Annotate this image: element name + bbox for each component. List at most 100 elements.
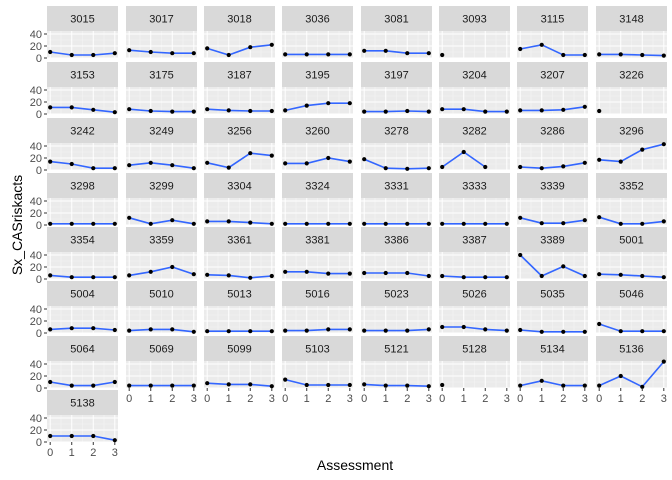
facet-strip [361,173,432,198]
data-point [269,221,274,226]
facet-label: 5013 [227,289,251,301]
x-axis-title: Assessment [317,457,393,473]
facet-panel: 5128 [439,336,510,389]
facet-label: 3187 [227,70,251,82]
facet-label: 3175 [149,70,173,82]
series-line [442,275,507,279]
data-point [362,221,367,226]
facet-panel: 5099 [204,336,275,389]
facet-label: 3018 [227,14,251,26]
y-tick-label: 0 [36,437,42,449]
x-tick-label: 1 [383,393,389,405]
facet-panel: 3036 [282,6,353,59]
x-axis-ticks: 0 1 2 3 0 1 2 3 0 1 2 3 0 1 2 3 0 1 2 3 0 1 2 3 0 1 2 30 1 2 3 [47,388,667,459]
data-point [440,221,445,226]
facet-label: 3333 [462,181,486,193]
data-point [582,383,587,388]
y-tick-label: 40 [30,85,42,97]
facet-panel: 3081 [361,6,432,59]
data-point [269,273,274,279]
data-point [661,275,666,280]
data-point [170,51,175,56]
y-tick-label: 40 [30,359,42,371]
facet-label: 3093 [462,14,486,26]
series-line [50,51,115,56]
facet-panel: 3387 [439,227,510,280]
data-point [618,272,623,277]
data-point [269,329,274,334]
facet-label: 3081 [384,14,408,26]
data-point [148,383,153,388]
data-point [582,160,587,165]
series-line [285,328,350,332]
facet-strip [47,390,118,415]
series-line [364,383,429,387]
data-point [383,109,388,114]
facet-label: 5103 [305,344,329,356]
data-point [170,383,175,388]
series-line [129,266,195,277]
facet-label: 3331 [384,181,408,193]
data-point [48,159,53,164]
facet-strip [47,6,118,31]
data-point [383,270,388,276]
data-point [539,42,544,47]
facet-panel: 3286 [517,118,588,171]
facet-label: 3324 [305,181,329,193]
data-point [226,382,231,387]
y-tick-label: 0 [36,328,42,340]
facet-strip [282,62,353,87]
facet-panel: 3204 [439,62,510,115]
facet-strip [47,62,118,87]
facet-strip [282,281,353,306]
data-point [148,269,153,274]
facet-strip [439,227,510,252]
facet-panel: 3187 [204,62,275,115]
data-point [582,104,587,109]
data-point [112,51,117,56]
data-point [269,108,274,114]
data-point [405,51,410,56]
facet-strip [596,227,667,252]
x-tick-label: 0 [126,393,132,405]
facet-label: 5010 [149,289,173,301]
facet-panel: 3278 [361,118,432,171]
facet-label: 3299 [149,181,173,193]
facet-panel: 3017 [126,6,197,59]
facet-strip [439,118,510,143]
facet-label: 3256 [227,126,251,138]
facet-strip [596,336,667,361]
facet-label: 3249 [149,126,173,138]
x-tick-label: 2 [560,393,566,405]
series-line [520,329,585,333]
data-point [148,108,153,114]
data-point [539,166,544,171]
data-point [112,438,117,443]
facet-label: 5136 [619,344,643,356]
data-point [426,384,431,389]
data-point [112,379,117,385]
y-tick-label: 0 [36,165,42,177]
series-line [364,328,429,332]
facet-strip [361,336,432,361]
y-tick-label: 20 [30,262,42,274]
data-point [618,159,623,164]
x-tick-label: 1 [461,393,467,405]
data-point [582,273,587,279]
data-point [91,107,96,112]
data-point [461,221,466,226]
data-point [191,383,196,388]
data-point [483,164,488,170]
data-point [304,328,309,333]
facet-panel: 3153 [47,62,118,115]
data-point [269,384,274,389]
series-line [129,49,194,55]
facet-strip [204,62,275,87]
data-point [69,275,74,280]
data-point [661,219,666,224]
facet-panel: 3339 [517,173,588,226]
facet-label: 3286 [540,126,564,138]
data-point [561,383,566,388]
data-point [304,382,309,388]
